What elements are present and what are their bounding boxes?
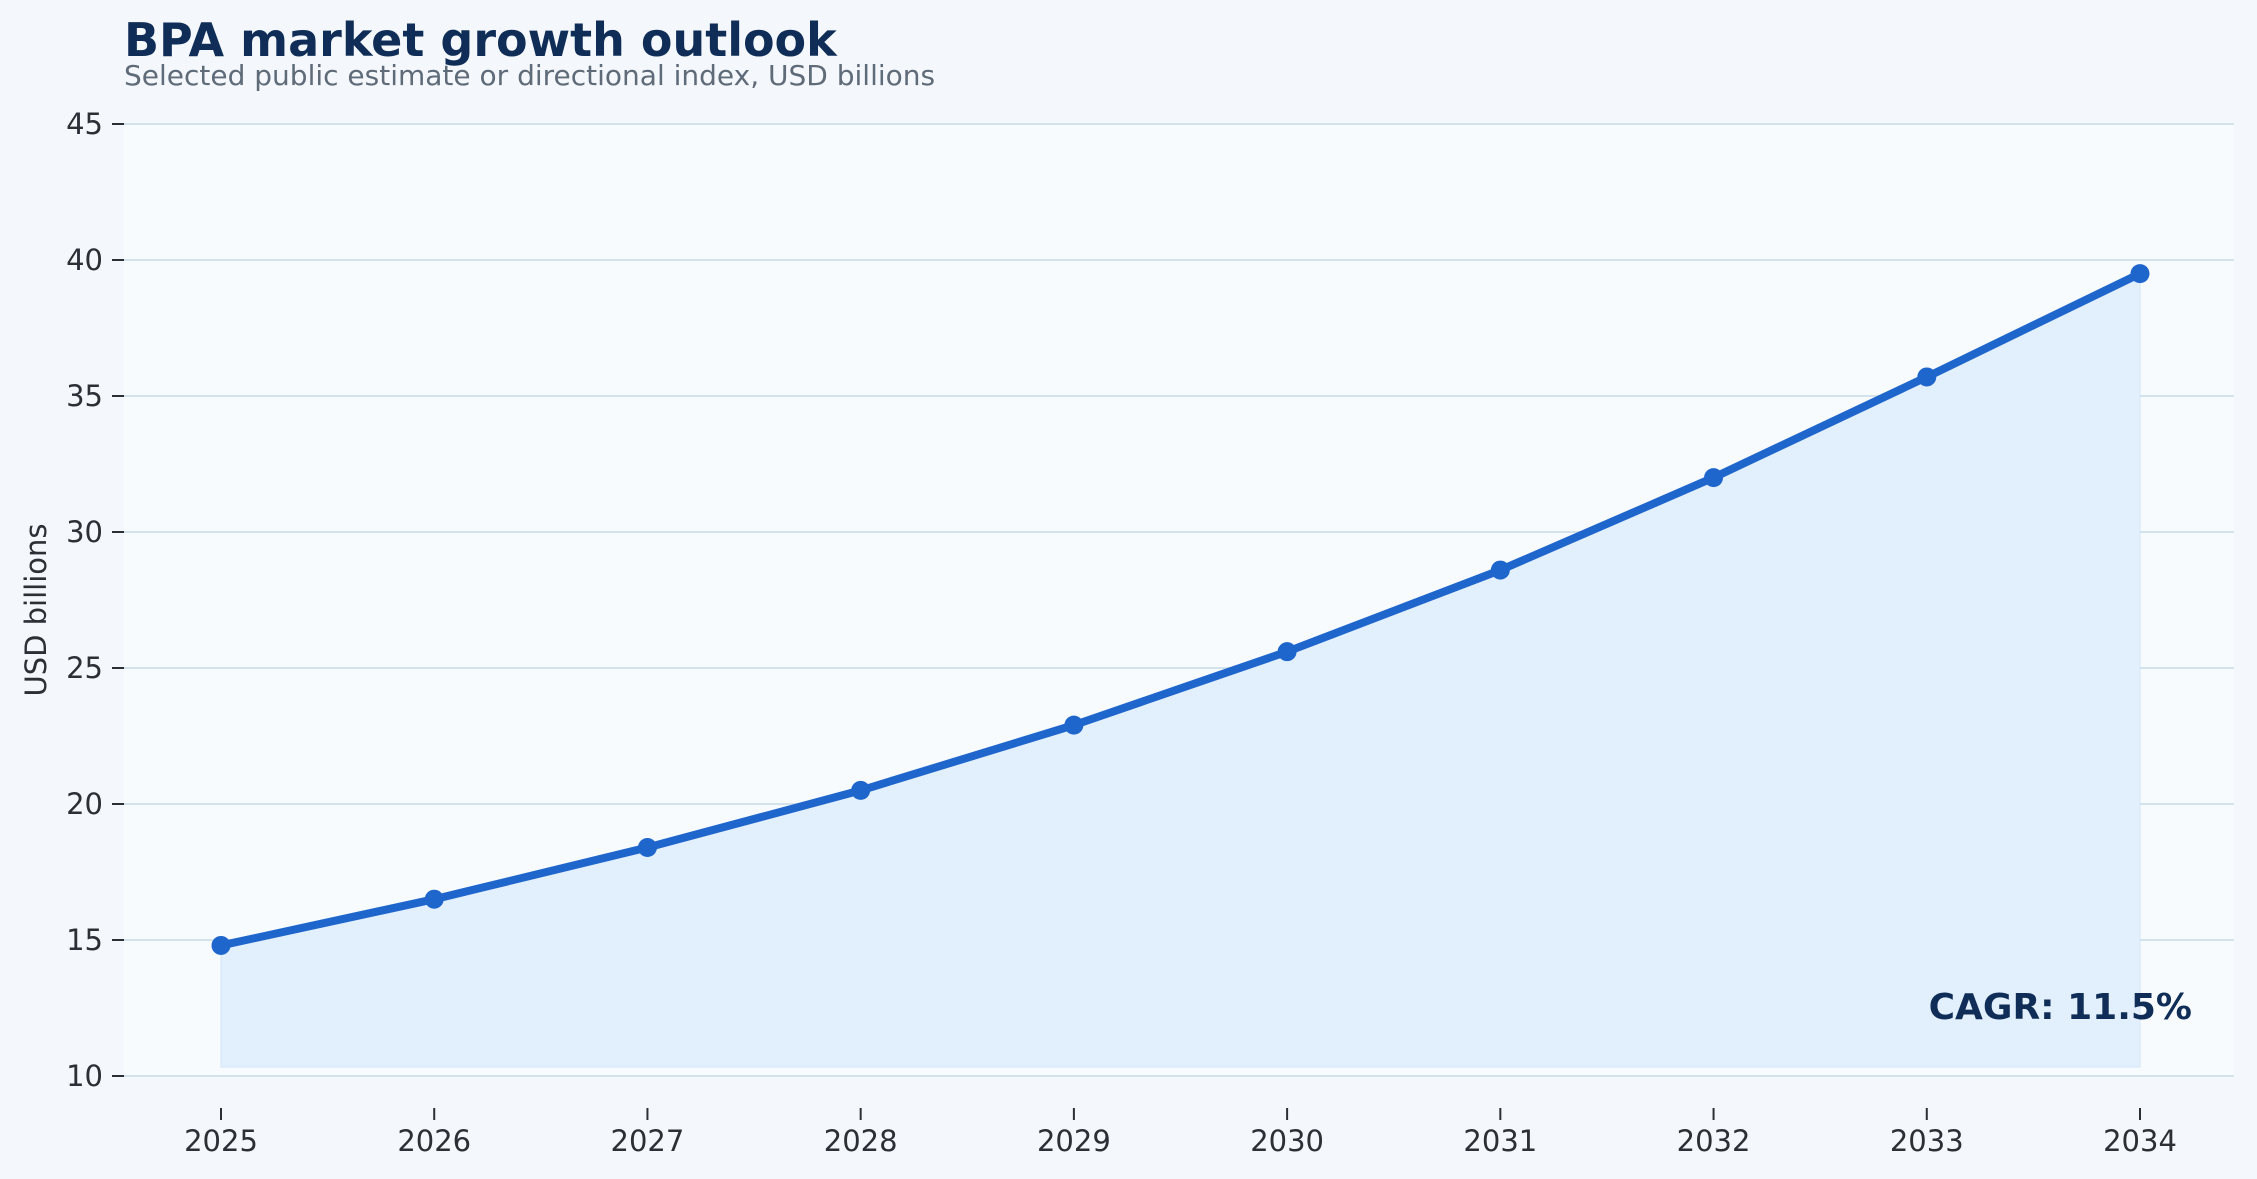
y-tick-label-40: 40 <box>66 243 103 277</box>
series-line-layer <box>217 269 2144 950</box>
data-point-2025 <box>211 935 231 955</box>
data-points-layer <box>211 264 2150 955</box>
x-axis-ticks: 2025 2026 2027 2028 2029 2030 2031 2032 2033 2034 <box>184 1108 2177 1158</box>
y-tick-label-20: 20 <box>66 787 103 821</box>
chart-title: BPA market growth outlook <box>124 13 838 67</box>
x-tick-label-2034: 2034 <box>2103 1124 2177 1158</box>
data-point-2030 <box>1277 642 1297 662</box>
data-point-2032 <box>1704 468 1724 488</box>
x-tick-label-2031: 2031 <box>1463 1124 1537 1158</box>
x-tick-label-2030: 2030 <box>1250 1124 1324 1158</box>
data-point-2027 <box>637 838 657 858</box>
series-0-line <box>217 269 2144 950</box>
x-tick-label-2029: 2029 <box>1037 1124 1111 1158</box>
x-tick-label-2026: 2026 <box>397 1124 471 1158</box>
chart-subtitle: Selected public estimate or directional … <box>124 59 935 92</box>
x-tick-label-2032: 2032 <box>1677 1124 1751 1158</box>
data-point-2034 <box>2130 264 2150 284</box>
data-point-2031 <box>1490 560 1510 580</box>
x-tick-label-2028: 2028 <box>824 1124 898 1158</box>
data-point-2033 <box>1917 367 1937 387</box>
y-axis-label: USD billions <box>19 523 53 696</box>
y-tick-label-10: 10 <box>66 1059 103 1093</box>
data-point-2026 <box>424 889 444 909</box>
y-tick-label-15: 15 <box>66 923 103 957</box>
x-tick-label-2027: 2027 <box>611 1124 685 1158</box>
y-axis-ticks: 10 15 20 25 30 35 40 45 <box>66 107 124 1093</box>
data-point-2029 <box>1064 715 1084 735</box>
y-tick-label-35: 35 <box>66 379 103 413</box>
x-tick-label-2025: 2025 <box>184 1124 258 1158</box>
y-tick-label-25: 25 <box>66 651 103 685</box>
data-point-2028 <box>851 780 871 800</box>
x-tick-label-2033: 2033 <box>1890 1124 1964 1158</box>
y-tick-label-45: 45 <box>66 107 103 141</box>
y-tick-label-30: 30 <box>66 515 103 549</box>
cagr-annotation: CAGR: 11.5% <box>1929 987 2192 1028</box>
